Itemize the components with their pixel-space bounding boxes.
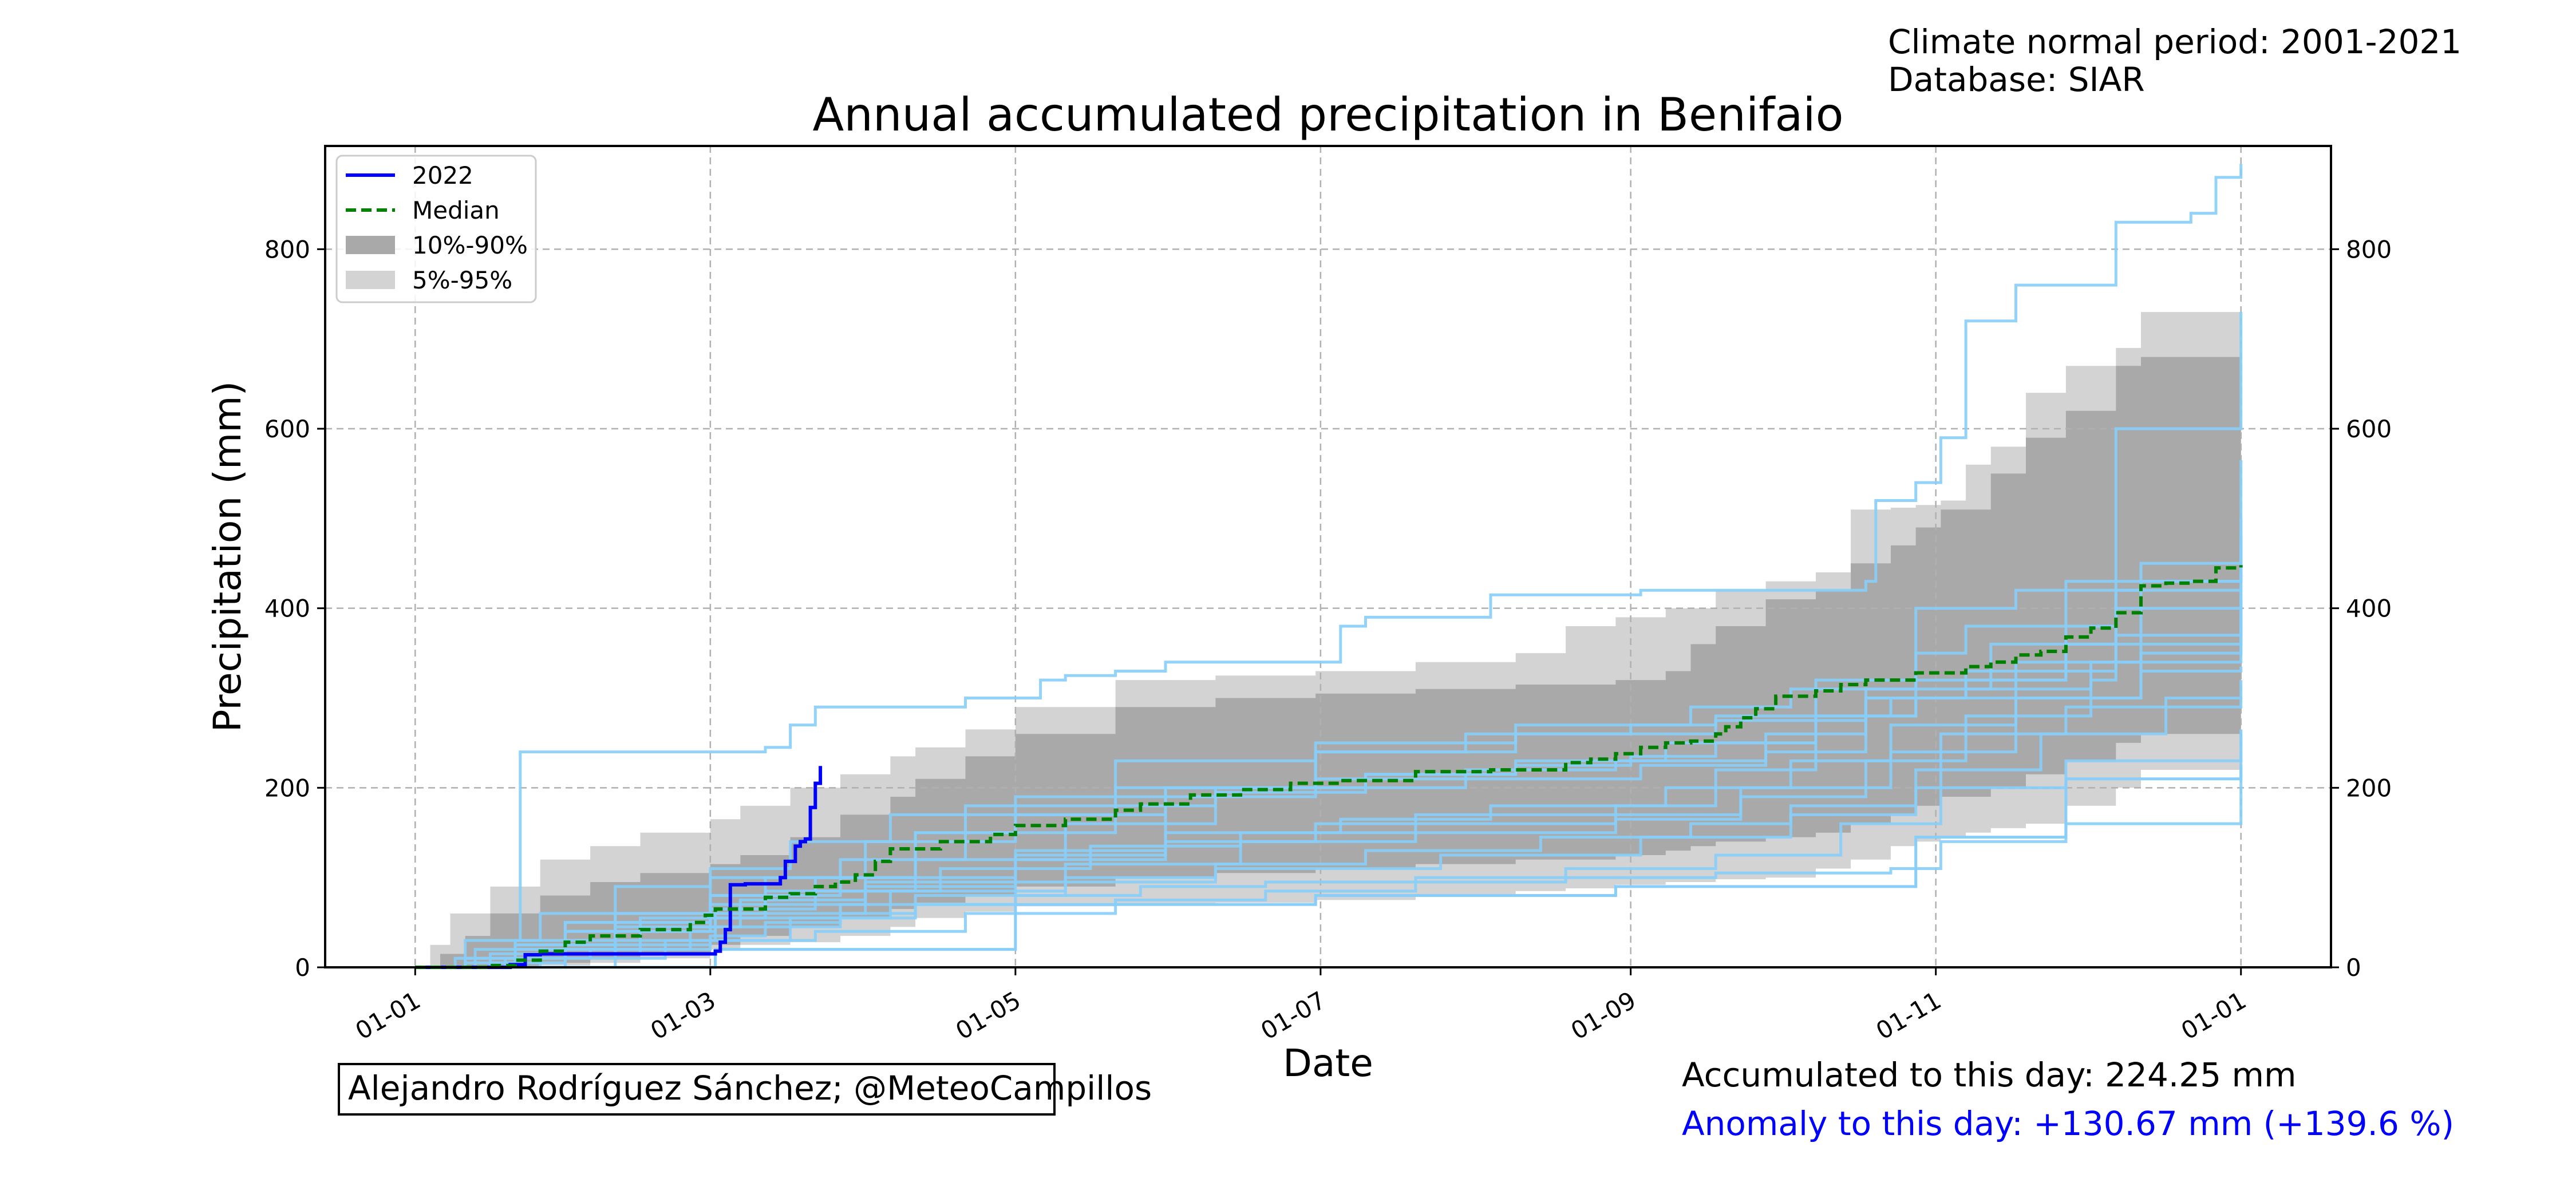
historical-year-line-1	[415, 164, 2243, 969]
legend-label-0: 2022	[412, 161, 473, 189]
historical-year-line-low	[415, 765, 2243, 969]
historical-year-line-16	[415, 729, 2243, 969]
historical-year-line-11	[415, 680, 2243, 969]
x-tick-label-2: 01-05	[951, 986, 1025, 1045]
x-axis-label: Date	[1283, 1041, 1373, 1085]
credit-text: Alejandro Rodríguez Sánchez; @MeteoCampi…	[348, 1069, 1152, 1108]
database-text: Database: SIAR	[1888, 60, 2145, 99]
x-tick-label-6: 01-01	[2176, 986, 2251, 1045]
y-tick-label-right-800: 800	[2346, 235, 2392, 263]
plot-frame	[324, 145, 2332, 968]
y-tick-label-left-200: 200	[264, 774, 310, 802]
historical-year-line-15	[415, 590, 2243, 969]
legend-swatch-10-to-90	[346, 236, 395, 254]
band-10-to-90	[415, 357, 2241, 967]
legend-label-2: 10%-90%	[412, 231, 528, 259]
x-tick-label-0: 01-01	[351, 986, 425, 1045]
series-lines	[415, 565, 2243, 969]
y-tick-label-left-800: 800	[264, 235, 310, 263]
y-tick-label-right-400: 400	[2346, 595, 2392, 623]
legend: 2022 Median 10%-90% 5%-95%	[335, 155, 537, 303]
chart-title: Annual accumulated precipitation in Beni…	[812, 88, 1843, 141]
x-tick-label-4: 01-09	[1566, 986, 1641, 1045]
y-tick-label-right-600: 600	[2346, 415, 2392, 443]
credit-box	[338, 1063, 1056, 1116]
header-info: Climate normal period: 2001-2021 Databas…	[1888, 23, 2462, 98]
y-tick-label-right-0: 0	[2346, 954, 2361, 982]
series-line-2022	[415, 766, 823, 969]
y-tick-label-left-400: 400	[264, 595, 310, 623]
accumulated-text: Accumulated to this day: 224.25 mm	[1682, 1055, 2297, 1094]
legend-label-3: 5%-95%	[412, 266, 512, 294]
historical-years	[415, 164, 2243, 969]
y-axis-label: Precipitation (mm)	[206, 381, 250, 733]
y-tick-label-right-200: 200	[2346, 774, 2392, 802]
x-tick-label-1: 01-03	[646, 986, 720, 1045]
legend-label-1: Median	[412, 196, 500, 224]
x-tick-label-5: 01-11	[1871, 986, 1946, 1045]
y-tick-label-left-600: 600	[264, 415, 310, 443]
legend-box	[335, 155, 537, 303]
anomaly-text: Anomaly to this day: +130.67 mm (+139.6 …	[1682, 1104, 2455, 1143]
percentile-bands	[415, 312, 2241, 967]
y-tick-label-left-0: 0	[295, 954, 310, 982]
series-line-median	[415, 565, 2243, 969]
legend-swatch-5-to-95	[346, 271, 395, 289]
normal-period-text: Climate normal period: 2001-2021	[1888, 22, 2462, 61]
x-tick-label-3: 01-07	[1256, 986, 1330, 1045]
